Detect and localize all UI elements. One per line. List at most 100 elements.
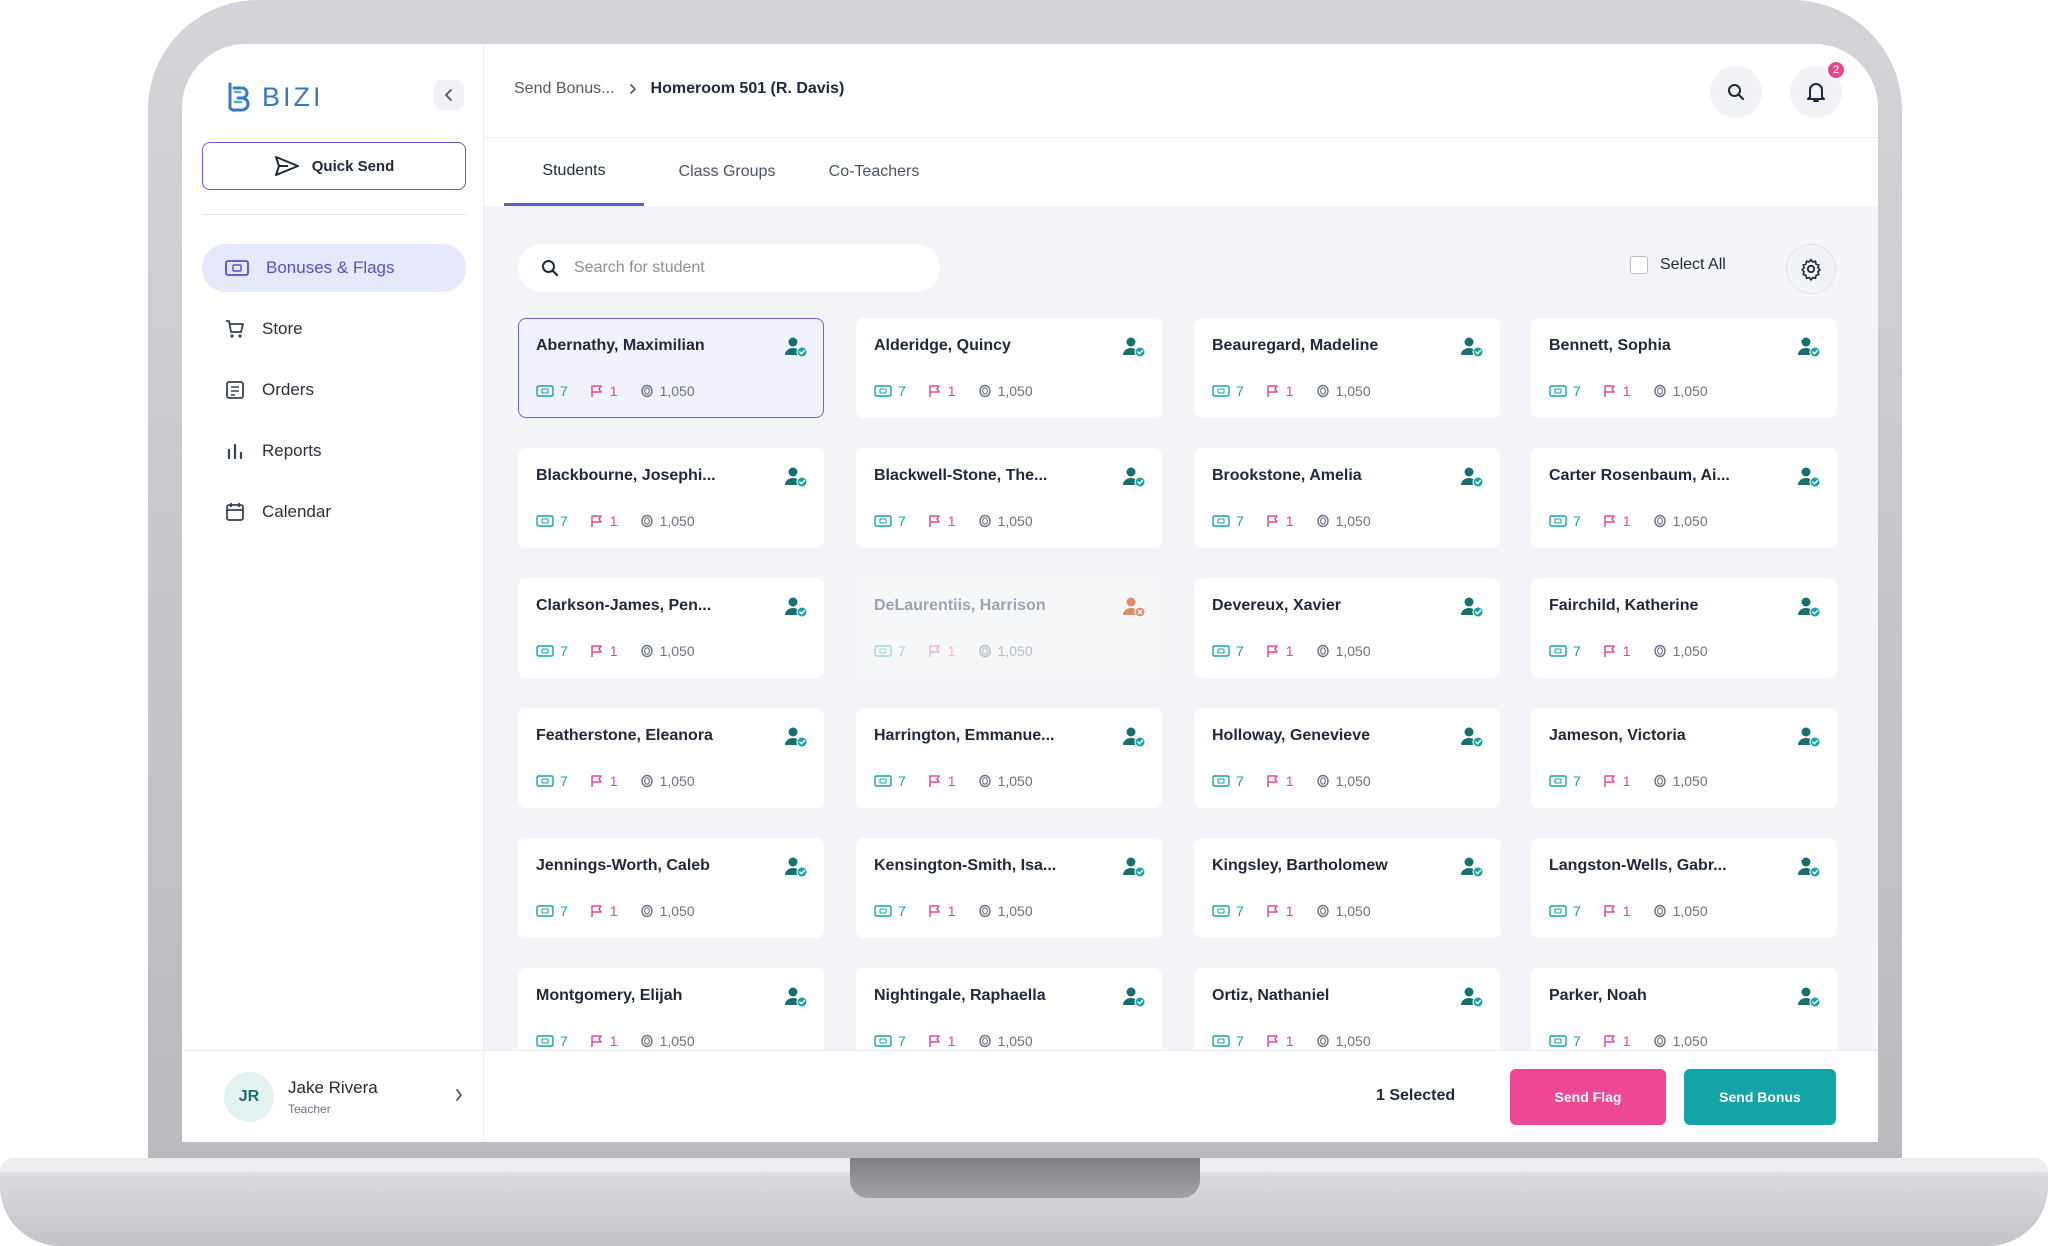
user-profile[interactable]: JR Jake Rivera Teacher — [182, 1050, 484, 1142]
flag-value: 1 — [947, 383, 956, 399]
coin-value: 1,050 — [1335, 513, 1371, 529]
student-card[interactable]: Ortiz, Nathaniel 7 1 1,050 — [1194, 968, 1500, 1050]
student-card[interactable]: Jameson, Victoria 7 1 1,050 — [1531, 708, 1837, 808]
select-all-checkbox[interactable] — [1630, 256, 1648, 274]
sidebar-item-bonuses-flags[interactable]: Bonuses & Flags — [202, 244, 466, 292]
student-card[interactable]: Abernathy, Maximilian 7 1 1,050 — [518, 318, 824, 418]
quick-send-button[interactable]: Quick Send — [202, 142, 466, 190]
flag-icon — [929, 515, 940, 527]
bonus-count: 7 — [1212, 773, 1244, 789]
student-stats: 7 1 1,050 — [1212, 643, 1393, 659]
student-card[interactable]: Devereux, Xavier 7 1 1,050 — [1194, 578, 1500, 678]
student-stats: 7 1 1,050 — [874, 773, 1055, 789]
coin-balance: 1,050 — [1653, 513, 1708, 529]
send-bonus-button[interactable]: Send Bonus — [1684, 1069, 1836, 1125]
coin-value: 1,050 — [1672, 383, 1708, 399]
student-card[interactable]: Blackwell-Stone, The... 7 1 1,050 — [856, 448, 1162, 548]
bonus-count: 7 — [874, 513, 906, 529]
coin-value: 1,050 — [659, 773, 695, 789]
student-card[interactable]: Holloway, Genevieve 7 1 1,050 — [1194, 708, 1500, 808]
flag-value: 1 — [947, 903, 956, 919]
sidebar-item-store[interactable]: Store — [202, 305, 466, 353]
bonus-count: 7 — [1549, 513, 1581, 529]
coin-value: 1,050 — [1672, 773, 1708, 789]
bonus-value: 7 — [898, 513, 906, 529]
coin-balance: 1,050 — [640, 383, 695, 399]
person-check-icon — [1123, 337, 1146, 358]
select-all-label: Select All — [1660, 256, 1726, 273]
breadcrumb-parent[interactable]: Send Bonus... — [514, 80, 615, 97]
student-card[interactable]: Kingsley, Bartholomew 7 1 1,050 — [1194, 838, 1500, 938]
sidebar-item-reports[interactable]: Reports — [202, 427, 466, 475]
student-card[interactable]: Harrington, Emmanue... 7 1 1,050 — [856, 708, 1162, 808]
student-card[interactable]: Fairchild, Katherine 7 1 1,050 — [1531, 578, 1837, 678]
bonus-ticket-icon — [1212, 385, 1230, 397]
flag-count: 1 — [590, 513, 618, 529]
student-name: Kensington-Smith, Isa... — [874, 857, 1057, 874]
student-card[interactable]: Featherstone, Eleanora 7 1 1,050 — [518, 708, 824, 808]
coin-balance: 1,050 — [640, 513, 695, 529]
student-card[interactable]: Jennings-Worth, Caleb 7 1 1,050 — [518, 838, 824, 938]
select-all-toggle[interactable]: Select All — [1630, 256, 1726, 274]
person-check-icon — [785, 727, 808, 748]
sidebar-item-orders[interactable]: Orders — [202, 366, 466, 414]
student-card[interactable]: Parker, Noah 7 1 1,050 — [1531, 968, 1837, 1050]
bonus-value: 7 — [1236, 903, 1244, 919]
student-card[interactable]: Montgomery, Elijah 7 1 1,050 — [518, 968, 824, 1050]
bonus-value: 7 — [898, 773, 906, 789]
bizi-logo-icon — [228, 82, 250, 112]
send-flag-button[interactable]: Send Flag — [1510, 1069, 1666, 1125]
bonus-ticket-icon — [874, 1035, 892, 1047]
flag-count: 1 — [1266, 513, 1294, 529]
search-button[interactable] — [1710, 66, 1762, 118]
search-input[interactable] — [574, 259, 894, 277]
student-card[interactable]: Carter Rosenbaum, Ai... 7 1 1,050 — [1531, 448, 1837, 548]
tab-class-groups[interactable]: Class Groups — [678, 163, 776, 180]
student-card[interactable]: Bennett, Sophia 7 1 1,050 — [1531, 318, 1837, 418]
coin-icon — [640, 644, 653, 658]
bonus-value: 7 — [898, 1033, 906, 1049]
bonus-count: 7 — [536, 383, 568, 399]
flag-icon — [1604, 645, 1615, 657]
student-card[interactable]: Nightingale, Raphaella 7 1 1,050 — [856, 968, 1162, 1050]
student-card[interactable]: Blackbourne, Josephi... 7 1 1,050 — [518, 448, 824, 548]
bonus-count: 7 — [874, 643, 906, 659]
student-stats: 7 1 1,050 — [1549, 643, 1730, 659]
sidebar-item-label: Bonuses & Flags — [266, 258, 395, 277]
notifications-button[interactable]: 2 — [1790, 60, 1846, 118]
coin-balance: 1,050 — [1316, 1033, 1371, 1049]
send-icon — [274, 156, 299, 176]
bonus-ticket-icon — [874, 645, 892, 657]
flag-count: 1 — [590, 643, 618, 659]
bonus-count: 7 — [1212, 643, 1244, 659]
flag-icon — [1267, 645, 1278, 657]
flag-count: 1 — [928, 903, 956, 919]
student-card[interactable]: Kensington-Smith, Isa... 7 1 1,050 — [856, 838, 1162, 938]
flag-value: 1 — [947, 773, 956, 789]
person-check-icon — [785, 597, 808, 618]
flag-count: 1 — [1266, 903, 1294, 919]
settings-button[interactable] — [1786, 244, 1836, 294]
flag-value: 1 — [1622, 1033, 1631, 1049]
student-card[interactable]: Langston-Wells, Gabr... 7 1 1,050 — [1531, 838, 1837, 938]
bonus-ticket-icon — [1549, 775, 1567, 787]
sidebar-item-calendar[interactable]: Calendar — [202, 488, 466, 536]
tab-co-teachers[interactable]: Co-Teachers — [828, 163, 920, 180]
sidebar-item-label: Calendar — [262, 502, 331, 521]
student-card[interactable]: Beauregard, Madeline 7 1 1,050 — [1194, 318, 1500, 418]
flag-icon — [1604, 1035, 1615, 1047]
student-card[interactable]: Clarkson-James, Pen... 7 1 1,050 — [518, 578, 824, 678]
bonus-count: 7 — [1549, 383, 1581, 399]
logo[interactable]: BIZI — [224, 80, 324, 114]
breadcrumb-current: Homeroom 501 (R. Davis) — [650, 80, 845, 97]
coin-balance: 1,050 — [978, 1033, 1033, 1049]
collapse-sidebar-button[interactable] — [434, 80, 464, 110]
flag-value: 1 — [1622, 773, 1631, 789]
student-card[interactable]: Alderidge, Quincy 7 1 1,050 — [856, 318, 1162, 418]
coin-value: 1,050 — [997, 773, 1033, 789]
coin-value: 1,050 — [1335, 773, 1371, 789]
coin-icon — [1653, 1034, 1666, 1048]
tab-students[interactable]: Students — [504, 138, 644, 206]
notification-badge: 2 — [1826, 60, 1846, 80]
student-card[interactable]: Brookstone, Amelia 7 1 1,050 — [1194, 448, 1500, 548]
